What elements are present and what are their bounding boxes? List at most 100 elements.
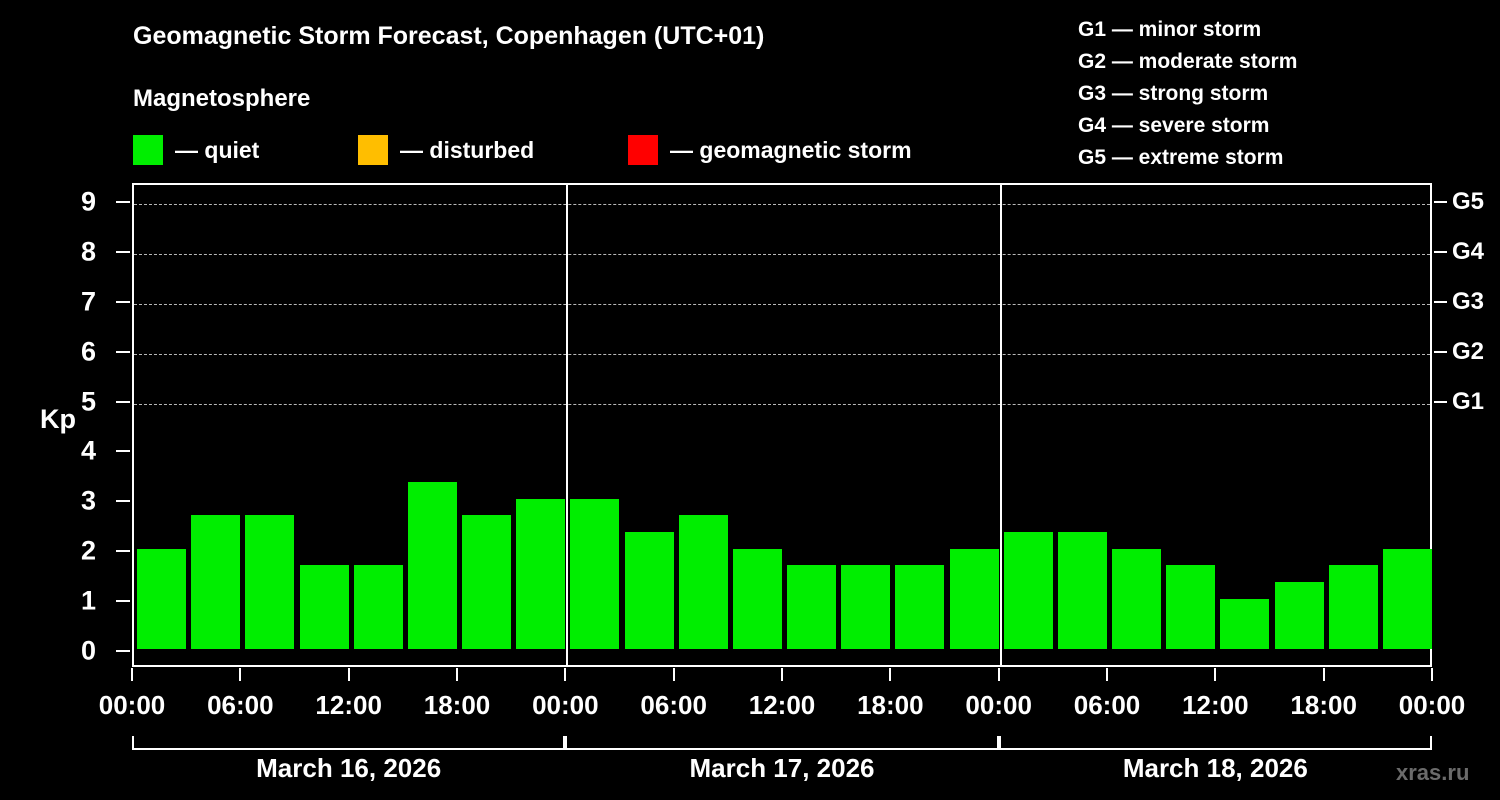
x-tick-label: 06:00 — [207, 690, 274, 720]
x-tick-mark — [564, 668, 567, 681]
gridline — [134, 253, 1430, 255]
x-tick-mark — [456, 668, 458, 681]
g-tick-mark — [1434, 350, 1447, 353]
bar — [570, 498, 620, 649]
x-tick-label: 12:00 — [315, 690, 382, 720]
day-bracket — [565, 736, 999, 750]
bar — [462, 515, 512, 649]
legend-entry: — geomagnetic storm — [628, 134, 912, 166]
x-tick-label: 00:00 — [532, 690, 599, 720]
bar — [1057, 531, 1107, 649]
bar — [1328, 565, 1378, 649]
gscale-legend-line: G5 — extreme storm — [1078, 146, 1284, 169]
gscale-legend-line: G3 — strong storm — [1078, 82, 1269, 105]
legend-color-swatch — [628, 135, 658, 165]
day-separator — [999, 185, 1002, 665]
legend-label: — quiet — [175, 136, 260, 163]
y-tick-mark — [116, 400, 130, 403]
g-tick-mark — [1434, 201, 1447, 203]
gridline — [134, 353, 1430, 355]
gridline — [134, 204, 1430, 205]
g-tick-label: G2 — [1452, 337, 1485, 365]
y-tick-mark — [116, 350, 130, 353]
x-tick-mark — [781, 668, 783, 681]
x-tick-label: 12:00 — [1182, 690, 1249, 720]
x-tick-mark — [1322, 668, 1325, 681]
y-tick-label: 9 — [80, 186, 96, 217]
bar — [1220, 598, 1270, 649]
y-tick-mark — [116, 300, 130, 303]
x-tick-label: 00:00 — [1398, 690, 1466, 720]
legend-color-swatch — [358, 135, 388, 165]
y-axis-title: Kp — [40, 404, 76, 434]
page-title: Geomagnetic Storm Forecast, Copenhagen (… — [133, 22, 765, 50]
g-tick-mark — [1434, 250, 1447, 253]
day-bracket — [998, 736, 1432, 750]
bar — [787, 565, 837, 649]
magnetosphere-label: Magnetosphere — [133, 85, 311, 112]
y-tick-label: 3 — [80, 485, 96, 516]
bar — [732, 548, 782, 649]
x-tick-mark — [1214, 668, 1217, 681]
gscale-legend: G1 — minor storm G2 — moderate storm G3 — … — [1078, 14, 1498, 174]
x-tick-label: 06:00 — [1073, 690, 1141, 720]
g-tick-mark — [1434, 400, 1447, 403]
x-tick-mark — [347, 668, 350, 681]
x-tick-label: 12:00 — [748, 690, 816, 720]
bar — [245, 515, 295, 649]
y-tick-label: 2 — [80, 535, 96, 566]
gridline — [134, 303, 1430, 305]
y-tick-label: 6 — [80, 336, 96, 367]
g-tick-label: G3 — [1452, 287, 1485, 315]
bar — [895, 565, 945, 649]
y-tick-label: 1 — [80, 585, 96, 616]
x-tick-mark — [239, 668, 242, 681]
legend-color-swatch — [133, 135, 163, 165]
x-tick-mark — [997, 668, 1000, 681]
gscale-legend-line: G4 — severe storm — [1078, 114, 1270, 137]
y-tick-mark — [116, 450, 130, 453]
x-tick-label: 18:00 — [1290, 690, 1357, 720]
x-tick-mark — [1106, 668, 1108, 681]
y-tick-label: 8 — [80, 236, 96, 267]
gridline — [134, 403, 1430, 405]
x-tick-mark — [1431, 668, 1433, 681]
legend-entry: — quiet — [133, 134, 259, 166]
bar — [1112, 548, 1162, 649]
y-tick-mark — [116, 500, 130, 503]
x-tick-label: 18:00 — [423, 690, 491, 720]
bar — [949, 548, 999, 649]
bar-series — [134, 185, 1432, 665]
bar — [841, 565, 891, 649]
bar — [191, 515, 241, 649]
y-tick-mark — [116, 600, 130, 603]
y-tick-label: 7 — [80, 286, 96, 317]
x-tick-mark — [131, 668, 133, 681]
bar — [624, 531, 674, 649]
bar — [1003, 531, 1053, 649]
gscale-legend-line: G1 — minor storm — [1078, 18, 1262, 41]
x-tick-mark — [672, 668, 675, 681]
bar — [299, 565, 349, 649]
g-tick-label: G5 — [1452, 188, 1485, 215]
g-tick-label: G4 — [1452, 237, 1485, 265]
day-bracket — [132, 736, 566, 750]
x-tick-label: 00:00 — [98, 690, 166, 720]
day-label: March 17, 2026 — [689, 753, 875, 783]
y-tick-mark — [116, 201, 130, 203]
gscale-legend-line: G2 — moderate storm — [1078, 50, 1298, 73]
legend-entry: — disturbed — [358, 134, 534, 166]
y-tick-mark — [116, 250, 130, 253]
bar — [516, 498, 566, 649]
x-tick-label: 06:00 — [640, 690, 707, 720]
x-tick-label: 00:00 — [965, 690, 1032, 720]
bar — [678, 515, 728, 649]
bar — [353, 565, 403, 649]
y-tick-label: 0 — [80, 635, 96, 666]
y-tick-mark — [116, 550, 130, 553]
x-tick-label: 18:00 — [857, 690, 924, 720]
chart-plot-area — [132, 183, 1432, 667]
x-tick-mark — [889, 668, 892, 681]
y-tick-mark — [116, 650, 130, 652]
watermark: xras.ru — [1396, 760, 1470, 785]
